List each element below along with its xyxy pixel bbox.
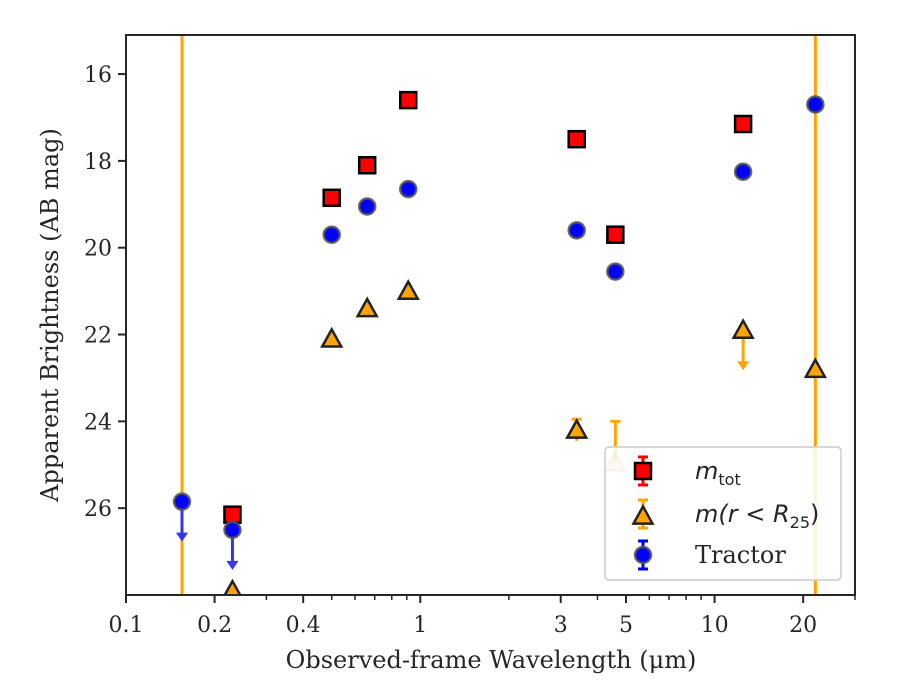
data-point bbox=[733, 162, 753, 181]
data-point bbox=[357, 155, 377, 175]
legend-label: Tractor bbox=[695, 541, 786, 569]
data-point bbox=[567, 221, 586, 240]
data-point bbox=[806, 95, 825, 114]
data-point bbox=[223, 520, 242, 540]
data-point bbox=[803, 357, 827, 379]
data-point bbox=[322, 225, 341, 244]
legend: mtot m(r < R25) Tractor bbox=[604, 446, 842, 581]
x-tick-label: 0.1 bbox=[109, 613, 144, 638]
y-tick-label: 24 bbox=[84, 410, 112, 435]
y-tick-label: 26 bbox=[84, 497, 112, 522]
x-tick-label: 20 bbox=[789, 613, 817, 638]
x-tick-label: 10 bbox=[701, 613, 729, 638]
data-point bbox=[606, 225, 625, 244]
x-tick-label: 1 bbox=[413, 613, 427, 638]
data-point bbox=[398, 179, 418, 199]
y-tick-label: 22 bbox=[84, 324, 112, 349]
data-point bbox=[223, 578, 242, 595]
x-axis-title: Observed-frame Wavelength (μm) bbox=[286, 646, 697, 674]
data-point bbox=[565, 417, 589, 439]
y-tick-label: 16 bbox=[84, 63, 112, 88]
legend-item-1: m(r < R25) bbox=[631, 498, 819, 532]
x-tick-label: 0.2 bbox=[197, 613, 232, 638]
data-point bbox=[733, 114, 753, 134]
x-tick-label: 3 bbox=[554, 613, 568, 638]
data-point bbox=[172, 492, 192, 511]
data-point bbox=[396, 279, 420, 300]
data-point bbox=[357, 197, 377, 216]
series-0 bbox=[223, 90, 753, 524]
data-point bbox=[398, 90, 418, 110]
axes-frame bbox=[125, 34, 856, 596]
y-tick-label: 18 bbox=[84, 150, 112, 175]
data-point bbox=[567, 129, 586, 149]
series-2 bbox=[172, 95, 825, 570]
legend-item-0: mtot bbox=[633, 455, 741, 489]
y-tick-label: 20 bbox=[84, 237, 112, 262]
axes: 16 18 20 22 24 26 0.1 0.2 0.4 1 3 5 10 20 bbox=[84, 34, 856, 638]
data-point bbox=[355, 296, 379, 318]
x-tick-label: 5 bbox=[619, 613, 633, 638]
legend-item-2: Tractor bbox=[633, 539, 786, 571]
legend-label: m(r < R25) bbox=[695, 500, 819, 532]
x-tick-label: 0.4 bbox=[286, 613, 321, 638]
data-point bbox=[606, 262, 625, 281]
data-point bbox=[322, 188, 341, 208]
legend-box bbox=[604, 446, 842, 581]
legend-marker bbox=[633, 545, 653, 565]
y-axis-title: Apparent Brightness (AB mag) bbox=[36, 128, 64, 503]
data-point bbox=[731, 318, 755, 340]
legend-marker bbox=[631, 503, 655, 525]
data-point bbox=[320, 326, 344, 348]
legend-marker bbox=[633, 461, 653, 481]
data-point bbox=[223, 505, 242, 524]
legend-label: mtot bbox=[695, 457, 741, 489]
